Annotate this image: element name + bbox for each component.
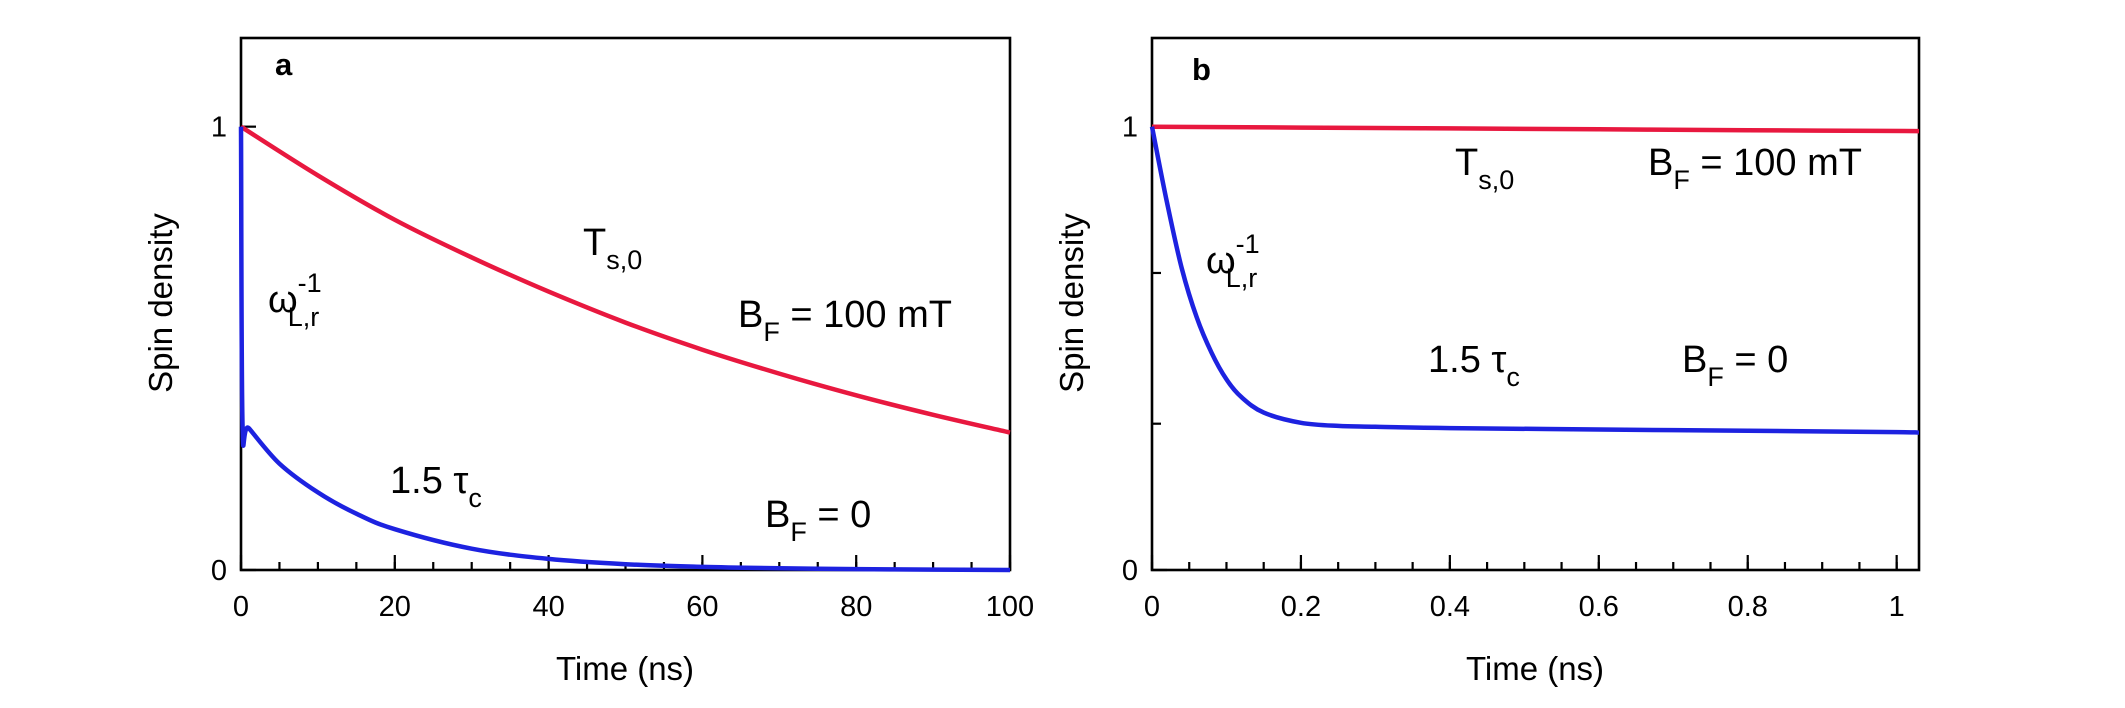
- bf-main: B: [1682, 339, 1707, 381]
- omega-sup: -1: [298, 268, 322, 298]
- x-tick-label: 100: [986, 591, 1034, 623]
- tau-main: 1.5 τ: [390, 460, 468, 502]
- x-tick-label: 0.6: [1579, 591, 1619, 623]
- x-axis-label-a: Time (ns): [556, 650, 694, 687]
- x-tick-label: 0.8: [1728, 591, 1768, 623]
- tick-labels-b: 0 0.2 0.4 0.6 0.8 1 0 1: [1122, 112, 1905, 623]
- annotation-tau-a: 1.5 τc: [390, 460, 482, 513]
- y-tick-label: 0: [211, 555, 227, 587]
- tau-sub: c: [468, 483, 482, 513]
- annotation-bf-100mt-b: BF = 100 mT: [1648, 142, 1862, 195]
- bf-sub: F: [790, 517, 807, 547]
- x-axis-label-b: Time (ns): [1466, 650, 1604, 687]
- omega-sup: -1: [1236, 229, 1260, 259]
- bf-tail: = 0: [807, 494, 871, 536]
- panel-label-b: b: [1192, 52, 1211, 87]
- bf-sub: F: [763, 317, 780, 347]
- curve-bf-zero-b: [1149, 126, 1920, 435]
- x-tick-label: 40: [532, 591, 564, 623]
- y-axis-label-a: Spin density: [142, 213, 179, 393]
- x-tick-label: 0.2: [1281, 591, 1321, 623]
- bf-tail: = 100 mT: [780, 294, 952, 336]
- curve-bf-100mt-b: [1151, 124, 1920, 134]
- curve-bf-zero-a: [238, 126, 1011, 573]
- tau-main: 1.5 τ: [1428, 339, 1506, 381]
- ts0-sub: s,0: [1478, 165, 1514, 195]
- y-tick-label: 0: [1122, 555, 1138, 587]
- y-axis-label-b: Spin density: [1053, 213, 1090, 393]
- axis-ticks-b: [1150, 125, 1898, 572]
- bf-main: B: [738, 294, 763, 336]
- bf-tail: = 0: [1724, 339, 1788, 381]
- x-tick-label: 1: [1889, 591, 1905, 623]
- tick-labels-a: 0 20 40 60 80 100 0 1: [211, 112, 1034, 623]
- omega-sub: L,r: [1226, 263, 1258, 293]
- annotation-ts0-a: Ts,0: [583, 222, 642, 275]
- annotation-omega-a: ω-1 L,r: [268, 268, 322, 332]
- axis-ticks-a: [239, 125, 1012, 572]
- bf-tail: = 100 mT: [1690, 142, 1862, 184]
- bf-main: B: [1648, 142, 1673, 184]
- omega-sub: L,r: [288, 302, 320, 332]
- ts0-main: T: [583, 222, 606, 264]
- tau-sub: c: [1506, 362, 1520, 392]
- ts0-sub: s,0: [606, 245, 642, 275]
- omega-main: ω: [1206, 240, 1236, 282]
- x-tick-label: 0.4: [1430, 591, 1470, 623]
- curves-b: [1149, 124, 1920, 435]
- omega-main: ω: [268, 279, 298, 321]
- annotation-tau-b: 1.5 τc: [1428, 339, 1520, 392]
- bf-sub: F: [1707, 362, 1724, 392]
- x-tick-label: 0: [233, 591, 249, 623]
- annotation-bf-zero-a: BF = 0: [765, 494, 871, 547]
- x-tick-label: 60: [686, 591, 718, 623]
- y-tick-label: 1: [211, 112, 227, 144]
- curve-bf-100mt-a: [239, 124, 1011, 435]
- bf-main: B: [765, 494, 790, 536]
- annotation-ts0-b: Ts,0: [1455, 142, 1514, 195]
- x-tick-label: 80: [840, 591, 872, 623]
- ts0-main: T: [1455, 142, 1478, 184]
- annotation-bf-zero-b: BF = 0: [1682, 339, 1788, 392]
- bf-sub: F: [1673, 165, 1690, 195]
- annotation-omega-b: ω-1 L,r: [1206, 229, 1260, 293]
- y-tick-label: 1: [1122, 112, 1138, 144]
- annotation-bf-100mt-a: BF = 100 mT: [738, 294, 952, 347]
- curves-a: [238, 124, 1011, 573]
- x-tick-label: 0: [1144, 591, 1160, 623]
- panel-b: 0 0.2 0.4 0.6 0.8 1 0 1 b Time (ns) Spin densit…: [1053, 36, 1921, 687]
- plot-frame-b: [1150, 36, 1921, 572]
- panel-label-a: a: [275, 47, 293, 82]
- x-tick-label: 20: [379, 591, 411, 623]
